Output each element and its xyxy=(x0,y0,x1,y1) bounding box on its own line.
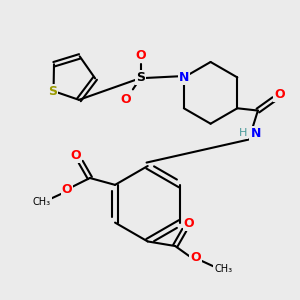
Text: N: N xyxy=(250,127,261,140)
Text: S: S xyxy=(136,71,146,85)
Text: O: O xyxy=(62,183,72,196)
Text: H: H xyxy=(239,128,247,138)
Text: O: O xyxy=(184,217,194,230)
Text: O: O xyxy=(121,93,131,106)
Text: N: N xyxy=(179,71,189,84)
Text: O: O xyxy=(71,148,82,162)
Text: CH₃: CH₃ xyxy=(33,197,51,207)
Text: O: O xyxy=(136,49,146,62)
Text: O: O xyxy=(274,88,285,101)
Text: S: S xyxy=(48,85,57,98)
Text: CH₃: CH₃ xyxy=(214,264,232,274)
Text: O: O xyxy=(190,251,201,264)
